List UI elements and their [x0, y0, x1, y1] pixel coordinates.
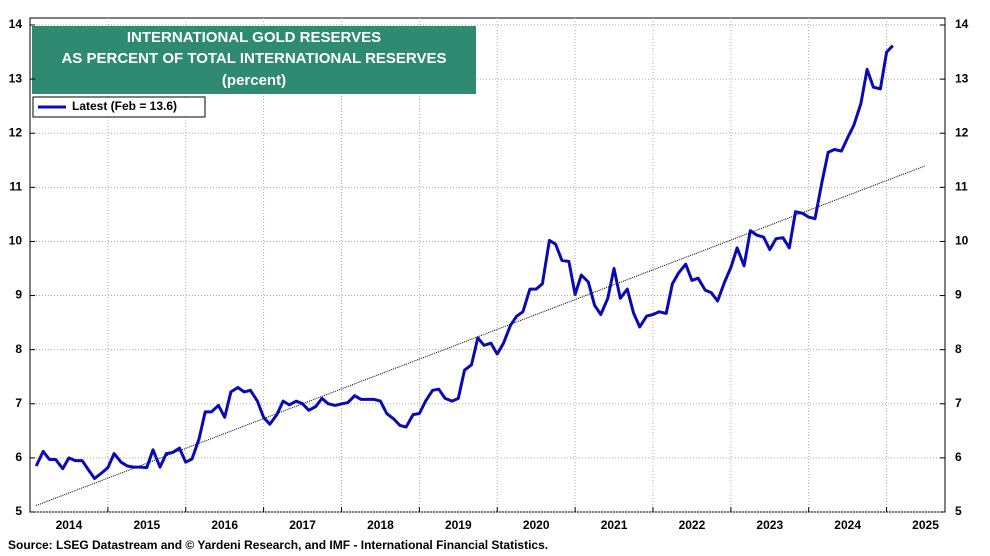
y2-tick-label: 5 [955, 504, 962, 518]
x-tick-label: 2015 [133, 518, 160, 532]
x-tick-label: 2021 [601, 518, 628, 532]
y-tick-label: 14 [9, 17, 23, 31]
y-tick-label: 10 [9, 234, 23, 248]
y2-tick-label: 8 [955, 342, 962, 356]
x-tick-label: 2017 [289, 518, 316, 532]
y2-tick-label: 6 [955, 450, 962, 464]
y-tick-label: 12 [9, 125, 23, 139]
y2-tick-label: 9 [955, 288, 962, 302]
y-tick-label: 5 [15, 504, 22, 518]
x-tick-label: 2019 [445, 518, 472, 532]
y-tick-label: 11 [9, 180, 22, 194]
legend-box [32, 96, 206, 118]
trend-line [36, 165, 926, 506]
y-tick-label: 6 [15, 450, 22, 464]
y-tick-label: 13 [9, 71, 23, 85]
x-tick-label: 2022 [679, 518, 706, 532]
x-tick-label: 2020 [523, 518, 550, 532]
x-tick-label: 2024 [834, 518, 861, 532]
y-tick-label: 9 [15, 288, 22, 302]
x-tick-label: 2025 [912, 518, 939, 532]
x-tick-label: 2018 [367, 518, 394, 532]
grid [30, 18, 945, 513]
title-box [32, 26, 476, 94]
x-tick-label: 2023 [756, 518, 783, 532]
y-tick-label: 8 [15, 342, 22, 356]
y-tick-label: 7 [15, 396, 22, 410]
data-line [34, 44, 894, 480]
legend-label: Latest (Feb = 13.6) [72, 99, 177, 113]
y2-tick-label: 14 [955, 17, 969, 31]
y2-tick-label: 11 [955, 180, 968, 194]
chart-title: INTERNATIONAL GOLD RESERVES [127, 29, 381, 46]
x-tick-label: 2014 [56, 518, 83, 532]
chart-title: AS PERCENT OF TOTAL INTERNATIONAL RESERV… [61, 50, 446, 67]
chart-subtitle: (percent) [222, 72, 286, 89]
y2-tick-label: 13 [955, 71, 969, 85]
x-tick-label: 2016 [211, 518, 238, 532]
y2-tick-label: 12 [955, 125, 969, 139]
y2-tick-label: 7 [955, 396, 962, 410]
y2-tick-label: 10 [955, 234, 969, 248]
source-note: Source: LSEG Datastream and © Yardeni Re… [8, 538, 548, 552]
